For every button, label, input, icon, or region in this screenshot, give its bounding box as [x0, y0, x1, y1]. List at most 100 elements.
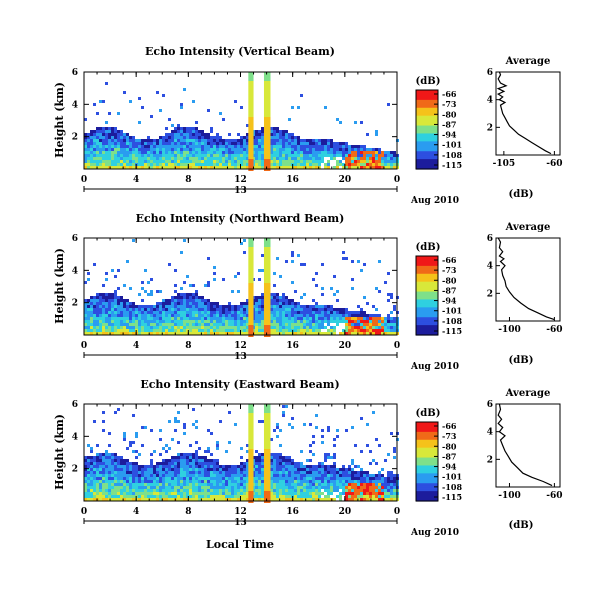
heatmap-cell [273, 477, 276, 480]
heatmap-cell [348, 326, 351, 329]
heatmap-cell [390, 498, 393, 501]
heatmap-cell [147, 154, 150, 157]
heatmap-cell [263, 114, 271, 117]
heatmap-cell [339, 468, 342, 471]
heatmap-cell [231, 498, 234, 501]
heatmap-cell [306, 474, 309, 477]
heatmap-cell [282, 329, 285, 332]
heatmap-cell [348, 477, 351, 480]
heatmap-cell [234, 157, 237, 160]
heatmap-cell [96, 444, 99, 447]
heatmap-cell [180, 136, 183, 139]
heatmap-cell [279, 163, 282, 166]
heatmap-cell [300, 450, 303, 453]
heatmap-cell [108, 444, 111, 447]
heatmap-cell [288, 468, 291, 471]
heatmap-cell [216, 139, 219, 142]
heatmap-cell [234, 308, 237, 311]
heatmap-cell [126, 139, 129, 142]
heatmap-cell [189, 160, 192, 163]
heatmap-cell [90, 163, 93, 166]
heatmap-cell [180, 480, 183, 483]
heatmap-cell [219, 142, 222, 145]
heatmap-cell [285, 489, 288, 492]
heatmap-cell [168, 474, 171, 477]
heatmap-cell [126, 305, 129, 308]
heatmap-cell [90, 320, 93, 323]
heatmap-cell [324, 305, 327, 308]
heatmap-cell [248, 102, 254, 105]
heatmap-cell [243, 302, 246, 305]
heatmap-cell [93, 462, 96, 465]
heatmap-cell [111, 468, 114, 471]
heatmap-cell [390, 492, 393, 495]
heatmap-cell [390, 157, 393, 160]
heatmap-cell [111, 453, 114, 456]
heatmap-cell [126, 260, 129, 263]
heatmap-cell [129, 492, 132, 495]
heatmap-cell [357, 471, 360, 474]
heatmap-cell [248, 322, 254, 325]
heatmap-cell [261, 254, 264, 257]
heatmap-cell [330, 320, 333, 323]
heatmap-cell [159, 474, 162, 477]
heatmap-cell [165, 308, 168, 311]
colorbar-swatch [416, 271, 438, 275]
heatmap-cell [171, 133, 174, 136]
heatmap-cell [192, 326, 195, 329]
heatmap-cell [111, 474, 114, 477]
heatmap-cell [312, 166, 315, 169]
heatmap-cell [294, 462, 297, 465]
heatmap-cell [309, 465, 312, 468]
heatmap-cell [288, 459, 291, 462]
heatmap-cell [248, 407, 254, 410]
heatmap-cell [324, 468, 327, 471]
heatmap-cell [87, 323, 90, 326]
heatmap-cell [248, 494, 254, 497]
heatmap-cell [225, 450, 228, 453]
heatmap-cell [366, 480, 369, 483]
heatmap-cell [120, 489, 123, 492]
heatmap-cell [285, 308, 288, 311]
heatmap-cell [126, 154, 129, 157]
heatmap-cell [255, 305, 258, 308]
heatmap-cell [318, 157, 321, 160]
heatmap-cell [108, 432, 111, 435]
avg-frame [495, 71, 561, 156]
heatmap-cell [96, 486, 99, 489]
heatmap-cell [126, 332, 129, 335]
heatmap-cell [84, 468, 87, 471]
heatmap-cell [309, 474, 312, 477]
heatmap-cell [189, 142, 192, 145]
heatmap-cell [216, 462, 219, 465]
heatmap-cell [105, 480, 108, 483]
heatmap-cell [186, 163, 189, 166]
heatmap-cell [318, 142, 321, 145]
heatmap-cell [312, 139, 315, 142]
heatmap-cell [186, 483, 189, 486]
heatmap-cell [117, 465, 120, 468]
heatmap-cell [96, 139, 99, 142]
heatmap-cell [192, 486, 195, 489]
heatmap-cell [204, 145, 207, 148]
heatmap-cell [207, 429, 210, 432]
heatmap-cell [222, 483, 225, 486]
heatmap-cell [99, 320, 102, 323]
heatmap-cell [297, 305, 300, 308]
heatmap-cell [263, 301, 271, 304]
heatmap-cell [141, 163, 144, 166]
heatmap-cell [213, 148, 216, 151]
heatmap-cell [108, 471, 111, 474]
heatmap-cell [234, 323, 237, 326]
heatmap-cell [375, 326, 378, 329]
heatmap-cell [327, 305, 330, 308]
heatmap-cell [243, 492, 246, 495]
heatmap-cell [195, 474, 198, 477]
heatmap-cell [324, 166, 327, 169]
heatmap-cell [120, 480, 123, 483]
heatmap-cell [165, 465, 168, 468]
heatmap-cell [168, 118, 171, 121]
heatmap-cell [216, 444, 219, 447]
colorbar-tick-label: -108 [442, 316, 462, 326]
heatmap-cell [324, 106, 327, 109]
